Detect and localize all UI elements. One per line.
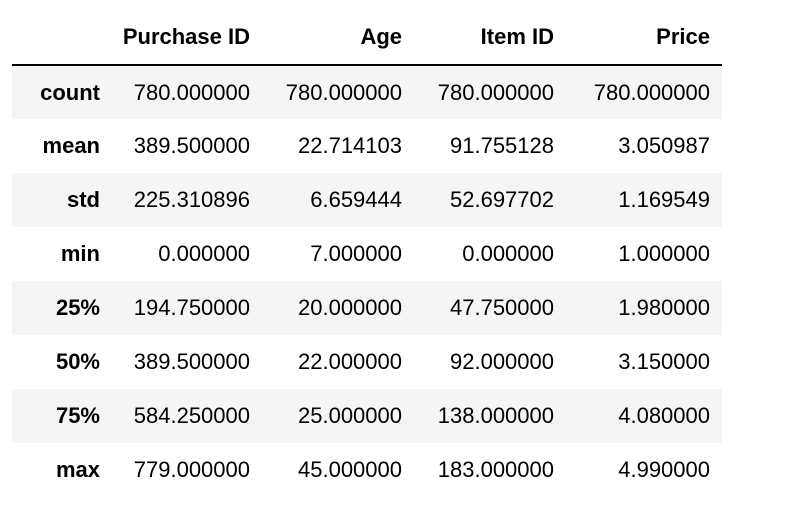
table-cell: 779.000000 [133, 457, 250, 482]
row-label: count [40, 79, 100, 105]
table-cell: 780.000000 [437, 79, 554, 105]
table-cell: 225.310896 [133, 187, 250, 212]
table-cell: 91.755128 [450, 133, 554, 158]
table-cell: 0.000000 [462, 241, 554, 266]
header-row: Purchase ID Age Item ID Price [12, 10, 722, 66]
table-cell: 3.150000 [618, 349, 710, 374]
row-label: 75% [55, 403, 100, 428]
table-cell: 780.000000 [285, 79, 402, 105]
table-row: min 0.000000 7.000000 0.000000 1.000000 [12, 227, 722, 281]
table-row: mean 389.500000 22.714103 91.755128 3.05… [12, 119, 722, 173]
table-cell: 22.714103 [298, 133, 402, 158]
table-cell: 1.169549 [618, 187, 710, 212]
table-cell: 780.000000 [593, 79, 710, 105]
row-label: mean [42, 133, 100, 158]
row-label: min [60, 241, 100, 266]
table-cell: 3.050987 [618, 133, 710, 158]
describe-output-frame: Purchase ID Age Item ID Price count 780.… [12, 10, 722, 497]
column-header: Item ID [414, 10, 566, 66]
column-header: Price [566, 10, 722, 66]
table-row: std 225.310896 6.659444 52.697702 1.1695… [12, 173, 722, 227]
table-cell: 183.000000 [437, 457, 554, 482]
table-row: 25% 194.750000 20.000000 47.750000 1.980… [12, 281, 722, 335]
index-header-cell [12, 10, 112, 66]
table-header: Purchase ID Age Item ID Price [12, 10, 722, 66]
table-cell: 584.250000 [133, 403, 250, 428]
table-cell: 194.750000 [133, 295, 250, 320]
column-header: Age [262, 10, 414, 66]
table-cell: 20.000000 [298, 295, 402, 320]
table-row: count 780.000000 780.000000 780.000000 7… [12, 65, 722, 119]
table-cell: 389.500000 [133, 133, 250, 158]
table-cell: 92.000000 [450, 349, 554, 374]
table-cell: 4.990000 [618, 457, 710, 482]
table-cell: 780.000000 [133, 79, 250, 105]
row-label: 25% [55, 295, 100, 320]
table-cell: 4.080000 [618, 403, 710, 428]
table-cell: 1.980000 [618, 295, 710, 320]
table-cell: 7.000000 [310, 241, 402, 266]
table-cell: 389.500000 [133, 349, 250, 374]
table-row: max 779.000000 45.000000 183.000000 4.99… [12, 443, 722, 497]
summary-statistics-table: Purchase ID Age Item ID Price count 780.… [12, 10, 722, 497]
row-label: max [55, 457, 100, 482]
column-header: Purchase ID [112, 10, 262, 66]
table-row: 50% 389.500000 22.000000 92.000000 3.150… [12, 335, 722, 389]
row-label: 50% [55, 349, 100, 374]
table-cell: 47.750000 [450, 295, 554, 320]
row-label: std [67, 187, 100, 212]
table-row: 75% 584.250000 25.000000 138.000000 4.08… [12, 389, 722, 443]
table-cell: 52.697702 [450, 187, 554, 212]
table-cell: 1.000000 [618, 241, 710, 266]
table-cell: 45.000000 [298, 457, 402, 482]
table-cell: 0.000000 [158, 241, 250, 266]
table-cell: 6.659444 [310, 187, 402, 212]
table-cell: 22.000000 [298, 349, 402, 374]
table-body: count 780.000000 780.000000 780.000000 7… [12, 65, 722, 497]
table-cell: 138.000000 [437, 403, 554, 428]
table-cell: 25.000000 [298, 403, 402, 428]
